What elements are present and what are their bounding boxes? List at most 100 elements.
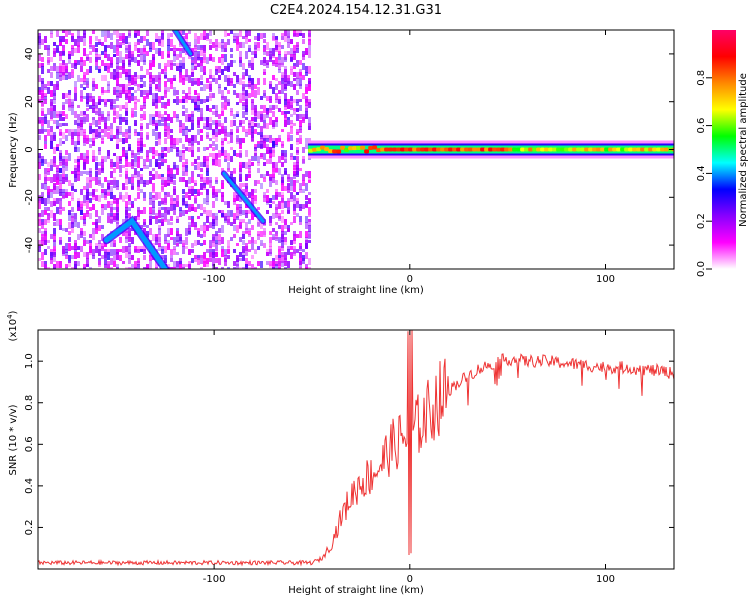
heatmap-cell: [179, 264, 182, 269]
heatmap-cell: [266, 171, 269, 176]
heatmap-cell: [302, 156, 305, 163]
heatmap-cell: [173, 87, 176, 95]
heatmap-cell: [212, 237, 215, 243]
heatmap-cell: [293, 66, 296, 69]
heatmap-cell: [137, 141, 140, 146]
heatmap-cell: [206, 201, 209, 205]
heatmap-cell: [245, 150, 248, 157]
heatmap-cell: [167, 60, 170, 67]
heatmap-cell: [308, 138, 311, 142]
heatmap-cell: [50, 57, 53, 62]
heatmap-cell: [272, 237, 275, 240]
heatmap-cell: [134, 129, 137, 133]
heatmap-cell: [254, 84, 257, 89]
heatmap-cell: [239, 225, 242, 228]
heatmap-cell: [164, 75, 167, 78]
heatmap-cell: [305, 108, 308, 112]
heatmap-cell: [206, 57, 209, 64]
heatmap-cell: [101, 246, 104, 251]
heatmap-cell: [95, 54, 98, 57]
heatmap-cell: [269, 105, 272, 110]
heatmap-cell: [188, 177, 191, 184]
heatmap-cell: [284, 186, 287, 191]
heatmap-cell: [62, 105, 65, 110]
heatmap-cell: [95, 66, 98, 70]
heatmap-cell: [275, 231, 278, 236]
heatmap-cell: [68, 231, 71, 235]
heatmap-cell: [113, 117, 116, 123]
heatmap-cell: [269, 249, 272, 254]
heatmap-cell: [47, 195, 50, 198]
heatmap-cell: [101, 207, 104, 210]
heatmap-cell: [200, 168, 203, 172]
heatmap-cell: [56, 111, 59, 116]
heatmap-cell: [308, 171, 311, 178]
heatmap-cell: [251, 120, 254, 127]
heatmap-cell: [74, 147, 77, 152]
heatmap-cell: [236, 129, 239, 133]
heatmap-cell: [254, 249, 257, 254]
heatmap-cell: [182, 150, 185, 153]
heatmap-cell: [119, 249, 122, 252]
heatmap-cell: [233, 114, 236, 119]
heatmap-cell: [140, 156, 143, 159]
heatmap-cell: [146, 123, 149, 129]
heatmap-cell: [167, 174, 170, 181]
heatmap-cell: [107, 186, 110, 190]
heatmap-cell: [161, 33, 164, 40]
heatmap-cell: [200, 81, 203, 85]
y-tick-label: 0.6: [24, 436, 35, 452]
heatmap-cell: [248, 219, 251, 224]
heatmap-cell: [131, 165, 134, 169]
heatmap-cell: [92, 129, 95, 133]
heatmap-cell: [131, 186, 134, 190]
heatmap-cell: [200, 108, 203, 114]
heatmap-cell: [137, 246, 140, 251]
heatmap-cell: [110, 213, 113, 217]
heatmap-cell: [92, 204, 95, 210]
heatmap-cell: [215, 177, 218, 182]
heatmap-cell: [38, 129, 41, 134]
heatmap-cell: [221, 39, 224, 43]
heatmap-cell: [263, 177, 266, 182]
signal-cell: [356, 146, 362, 150]
heatmap-cell: [140, 189, 143, 193]
heatmap-cell: [119, 138, 122, 142]
heatmap-cell: [254, 153, 257, 156]
heatmap-cell: [269, 237, 272, 243]
x-tick-label: 0: [407, 574, 413, 585]
signal-cell: [616, 147, 622, 152]
heatmap-cell: [47, 57, 50, 63]
heatmap-cell: [200, 267, 203, 269]
heatmap-cell: [260, 96, 263, 100]
heatmap-cell: [182, 165, 185, 171]
heatmap-cell: [287, 246, 290, 250]
heatmap-cell: [143, 102, 146, 106]
heatmap-cell: [131, 237, 134, 244]
heatmap-cell: [110, 258, 113, 265]
heatmap-cell: [101, 189, 104, 193]
heatmap-cell: [74, 222, 77, 227]
heatmap-cell: [116, 156, 119, 162]
heatmap-cell: [89, 198, 92, 203]
heatmap-cell: [257, 162, 260, 166]
heatmap-cell: [71, 213, 74, 218]
heatmap-cell: [260, 243, 263, 246]
heatmap-cell: [281, 78, 284, 84]
heatmap-cell: [44, 168, 47, 174]
x-tick-label: -100: [203, 274, 226, 285]
heatmap-cell: [41, 66, 44, 74]
heatmap-cell: [287, 81, 290, 86]
signal-cell: [564, 147, 570, 152]
heatmap-cell: [308, 33, 311, 37]
heatmap-cell: [284, 57, 287, 62]
heatmap-cell: [284, 105, 287, 110]
heatmap-cell: [185, 108, 188, 113]
heatmap-cell: [50, 90, 53, 97]
heatmap-cell: [125, 75, 128, 80]
heatmap-cell: [257, 180, 260, 184]
heatmap-cells: [38, 30, 311, 269]
heatmap-cell: [254, 147, 257, 151]
heatmap-cell: [245, 231, 248, 234]
heatmap-cell: [56, 147, 59, 151]
